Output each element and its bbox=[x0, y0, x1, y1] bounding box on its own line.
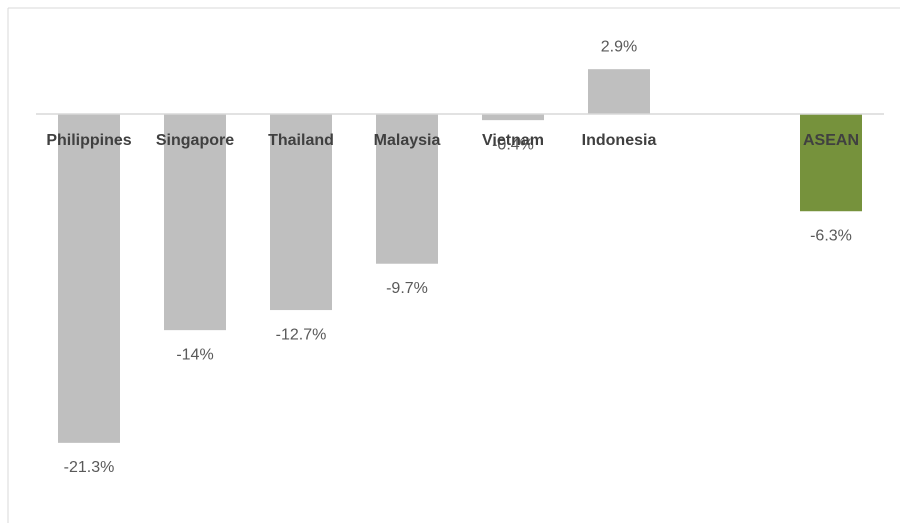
x-tick-label: Vietnam bbox=[482, 132, 544, 149]
bar bbox=[270, 113, 332, 311]
data-label: -6.3% bbox=[810, 227, 852, 244]
x-tick-label: Indonesia bbox=[582, 132, 657, 149]
x-tick-label: Singapore bbox=[156, 132, 234, 149]
bar bbox=[482, 113, 544, 121]
data-label: -21.3% bbox=[64, 459, 115, 476]
x-tick-label: ASEAN bbox=[803, 132, 859, 149]
data-label: -0.4% bbox=[492, 136, 534, 153]
x-tick-label: Philippines bbox=[46, 132, 131, 149]
data-label: -14% bbox=[176, 346, 213, 363]
bar bbox=[800, 113, 862, 212]
bar bbox=[588, 69, 650, 114]
x-tick-label: Malaysia bbox=[374, 132, 441, 149]
data-label: -12.7% bbox=[276, 326, 327, 343]
bar bbox=[164, 113, 226, 331]
bar bbox=[376, 113, 438, 264]
data-label: -9.7% bbox=[386, 280, 428, 297]
bar bbox=[58, 113, 120, 443]
data-label: 2.9% bbox=[601, 38, 637, 55]
x-tick-label: Thailand bbox=[268, 132, 334, 149]
